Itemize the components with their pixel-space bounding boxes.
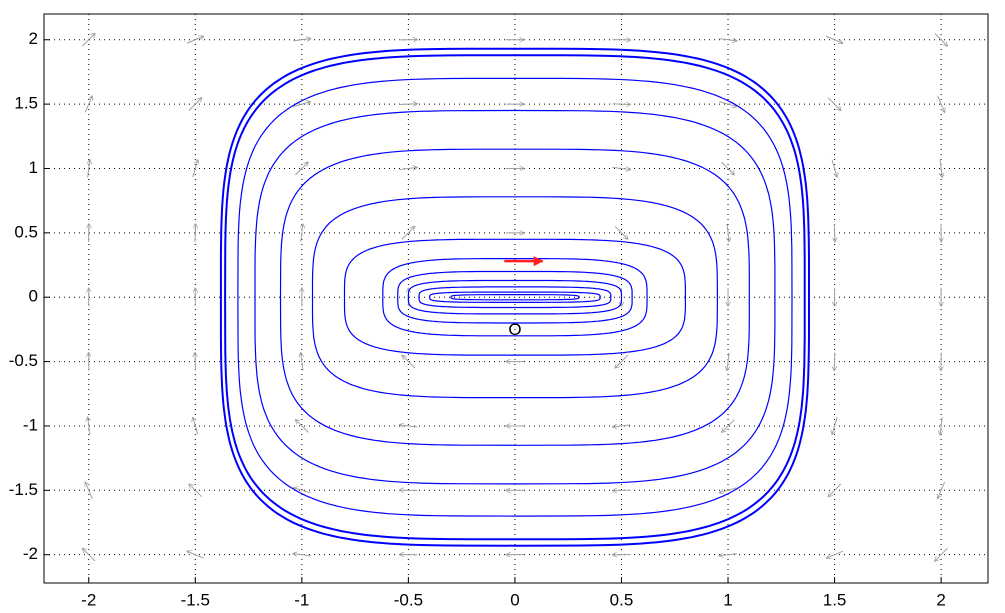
field-arrow [721,161,735,175]
field-arrow [828,483,842,497]
field-arrow [722,419,735,433]
field-arrow [826,35,843,43]
annotation: O [508,320,521,339]
trajectory [429,291,601,303]
field-arrow [834,352,835,371]
field-arrow [937,95,945,113]
field-arrow [301,353,303,371]
field-arrow [615,354,629,368]
trajectory [237,77,793,517]
field-arrow [719,554,737,556]
field-arrow [293,554,311,556]
field-arrow [399,425,418,427]
y-tick-label: 1.5 [14,94,38,113]
y-tick-label: -1 [23,415,38,434]
field-arrow [84,96,92,113]
y-tick-label: 0 [29,287,38,306]
field-arrow [402,355,416,369]
field-arrow [827,97,841,111]
x-tick-label: 0.5 [610,590,634,609]
y-tick-label: 0.5 [14,222,38,241]
trajectory [311,196,718,399]
field-arrow [719,101,736,107]
field-arrow [399,104,417,105]
field-arrow [938,481,946,499]
field-arrow [719,39,737,41]
field-arrow [399,167,417,169]
field-arrow [193,417,199,435]
field-arrow [934,33,948,46]
field-arrow [88,160,90,178]
trajectory [407,279,623,315]
field-arrow [188,98,202,111]
field-arrow [399,490,418,491]
y-tick-label: -2 [23,544,38,563]
trajectory [343,238,686,356]
field-arrow [295,162,308,176]
field-arrow [292,39,311,41]
field-arrow [301,224,303,242]
x-tick-label: -1 [294,590,309,609]
field-arrow [612,490,631,491]
field-arrow [85,482,93,499]
field-arrow [834,223,835,242]
x-tick-label: 1.5 [823,590,847,609]
field-arrow [82,548,96,562]
field-arrow [192,160,198,178]
y-tick-label: 2 [29,29,38,48]
field-arrow [195,224,196,242]
field-arrow [612,167,631,169]
trajectory [219,47,810,547]
field-arrow [940,159,942,178]
field-arrow [88,417,90,435]
x-tick-label: 1 [723,590,732,609]
field-arrow [195,353,196,371]
field-arrow [187,551,204,559]
trajectory [418,286,612,309]
x-tick-label: -0.5 [394,590,423,609]
field-arrow [614,226,628,239]
y-tick-label: -1.5 [9,480,38,499]
field-arrow [293,488,311,494]
plot-area [44,14,988,583]
y-tick-label: 1 [29,158,38,177]
field-arrow [186,36,204,44]
field-arrow [727,352,729,371]
field-arrow [935,547,948,561]
field-arrow [831,159,837,177]
field-arrow [826,550,844,558]
x-tick-label: -1.5 [181,590,210,609]
field-arrow [82,33,95,47]
x-tick-label: -2 [81,590,96,609]
field-arrow [613,425,631,427]
x-tick-label: 2 [936,590,945,609]
field-arrow [727,223,729,242]
trajectory [382,258,648,337]
field-arrow [832,417,838,434]
trajectory [224,54,806,541]
field-arrow [719,487,737,493]
y-tick-label: -0.5 [9,351,38,370]
trajectory [254,109,776,485]
trajectory [397,270,633,324]
trajectory [450,294,580,301]
plot-frame [43,13,989,584]
field-arrow [612,104,630,105]
field-arrow [295,420,309,433]
field-arrow [189,484,203,498]
x-tick-label: 0 [510,590,519,609]
field-arrow [401,226,415,240]
trajectory [279,148,750,446]
field-arrow [940,416,942,435]
field-arrow [293,102,310,108]
